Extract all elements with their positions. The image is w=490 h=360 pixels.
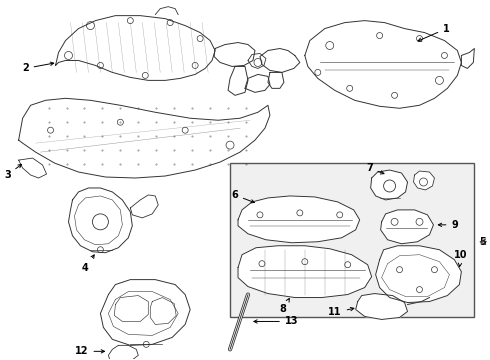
Polygon shape (19, 158, 47, 178)
Polygon shape (69, 188, 132, 253)
Text: 3: 3 (4, 165, 22, 180)
Text: 2: 2 (22, 62, 54, 73)
Polygon shape (108, 345, 138, 360)
Text: 1: 1 (418, 24, 450, 41)
Polygon shape (19, 98, 270, 178)
Polygon shape (245, 75, 270, 92)
Polygon shape (462, 49, 474, 68)
Text: 4: 4 (82, 255, 94, 273)
Polygon shape (305, 21, 462, 108)
Bar (230, 163, 474, 318)
Polygon shape (214, 42, 255, 67)
Text: 7: 7 (366, 163, 384, 174)
Text: 10: 10 (454, 250, 468, 267)
Polygon shape (238, 196, 360, 243)
Polygon shape (130, 195, 158, 218)
Text: 5: 5 (479, 237, 486, 247)
Polygon shape (248, 54, 266, 68)
Polygon shape (356, 293, 408, 319)
Polygon shape (376, 246, 462, 302)
Polygon shape (228, 67, 248, 95)
Polygon shape (238, 246, 371, 298)
Text: 12: 12 (75, 346, 104, 356)
Text: 6: 6 (231, 190, 254, 203)
Text: 9: 9 (439, 220, 458, 230)
Polygon shape (370, 170, 408, 200)
Polygon shape (268, 72, 284, 88)
Polygon shape (414, 171, 435, 190)
Polygon shape (55, 15, 215, 80)
Polygon shape (260, 49, 300, 72)
Text: 13: 13 (254, 316, 298, 327)
Polygon shape (100, 280, 190, 345)
Text: 11: 11 (328, 307, 354, 318)
Text: 8: 8 (279, 298, 289, 315)
Polygon shape (381, 210, 434, 244)
